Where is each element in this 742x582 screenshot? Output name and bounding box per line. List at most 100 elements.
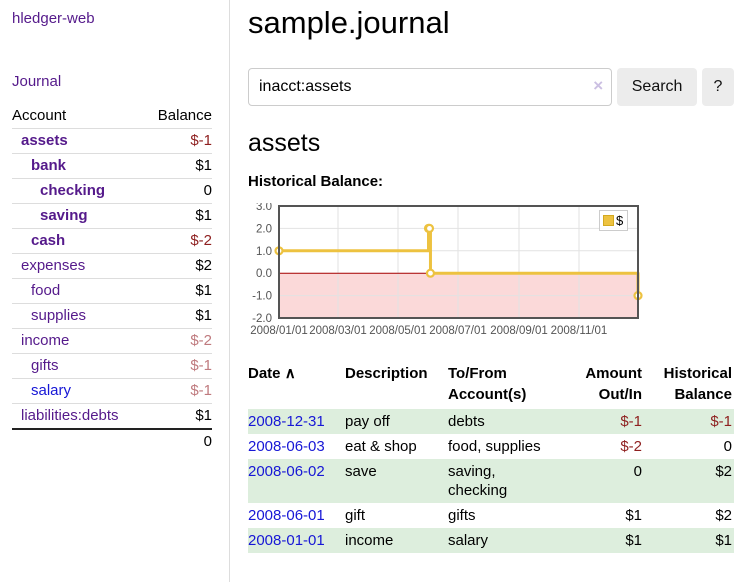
account-balance: $1	[144, 153, 212, 179]
account-balance: $2	[144, 253, 212, 279]
svg-text:2008/11/01: 2008/11/01	[551, 325, 608, 337]
account-link-food[interactable]: food	[31, 282, 61, 299]
account-balance: $-1	[144, 378, 212, 404]
register-row: 2008-06-03 eat & shop food, supplies $-2…	[248, 434, 734, 459]
account-heading: assets	[248, 129, 321, 157]
account-balance: $1	[144, 403, 212, 430]
account-link-cash[interactable]: cash	[31, 232, 66, 249]
transaction-balance: $2	[644, 459, 734, 503]
legend-label: $	[616, 213, 624, 228]
register-row: 2008-12-31 pay off debts $-1 $-1	[248, 409, 734, 434]
svg-text:1.0: 1.0	[256, 246, 272, 258]
accounts-header-row: Account Balance	[12, 104, 212, 129]
transaction-description: pay off	[345, 409, 448, 434]
register-col-description: Description	[345, 365, 428, 382]
help-button[interactable]: ?	[702, 68, 734, 106]
chart-canvas: 2008/01/01 2008/03/01 2008/05/01 2008/07/01…	[250, 203, 643, 337]
main-content: sample.journal × Search ? assets Histori…	[248, 0, 734, 553]
account-link-saving[interactable]: saving	[40, 207, 88, 224]
transaction-date-link[interactable]: 2008-12-31	[248, 413, 325, 430]
transaction-accounts: salary	[448, 528, 560, 553]
register-col-amount: Amount Out/In	[585, 365, 642, 403]
svg-text:3.0: 3.0	[256, 203, 272, 213]
svg-text:2008/01/01: 2008/01/01	[250, 325, 308, 337]
transaction-description: gift	[345, 507, 366, 524]
account-row: cash $-2	[12, 228, 212, 254]
transaction-description: save	[345, 459, 448, 503]
transaction-accounts: debts	[448, 409, 560, 434]
transaction-amount: $-1	[560, 409, 644, 434]
transaction-balance: $-1	[644, 409, 734, 434]
svg-text:2.0: 2.0	[256, 223, 272, 235]
register-col-accounts: To/From Account(s)	[448, 365, 527, 403]
account-balance: 0	[144, 178, 212, 204]
accounts-total-row: 0	[12, 428, 212, 454]
transaction-amount: $1	[625, 507, 642, 524]
series-swatch-icon	[603, 215, 614, 226]
transaction-amount: $-2	[620, 438, 642, 455]
svg-text:2008/05/01: 2008/05/01	[369, 325, 427, 337]
register-col-date[interactable]: Date ∧	[248, 363, 345, 409]
account-row: expenses $2	[12, 253, 212, 279]
svg-text:-1.0: -1.0	[252, 291, 272, 303]
account-row: salary $-1	[12, 378, 212, 404]
account-link-bank[interactable]: bank	[31, 157, 67, 174]
account-link-liabilities-debts[interactable]: liabilities:debts	[21, 407, 119, 424]
register-row: 2008-06-02 save saving, checking 0 $2	[248, 459, 734, 503]
account-link-expenses[interactable]: expenses	[21, 257, 86, 274]
sort-ascending-icon: ∧	[284, 365, 296, 382]
register-table: Date ∧ Description To/From Account(s) Am…	[248, 363, 734, 553]
account-row: saving $1	[12, 203, 212, 229]
transaction-description: income	[345, 528, 448, 553]
page-title: sample.journal	[248, 5, 450, 40]
transaction-date-link[interactable]: 2008-06-03	[248, 438, 325, 455]
account-balance: $-2	[144, 228, 212, 254]
transaction-balance: $1	[644, 528, 734, 553]
transaction-date-link[interactable]: 2008-06-01	[248, 507, 325, 524]
transaction-description: eat & shop	[345, 438, 417, 455]
svg-text:2008/07/01: 2008/07/01	[429, 325, 487, 337]
register-header-row: Date ∧ Description To/From Account(s) Am…	[248, 363, 734, 409]
account-row: checking 0	[12, 178, 212, 204]
historical-balance-chart: 2008/01/01 2008/03/01 2008/05/01 2008/07/01…	[248, 203, 734, 340]
account-balance: $-1	[144, 128, 212, 154]
svg-text:0.0: 0.0	[256, 268, 272, 280]
account-row: assets $-1	[12, 128, 212, 154]
account-balance: $1	[144, 203, 212, 229]
account-link-assets[interactable]: assets	[21, 132, 68, 149]
transaction-date-link[interactable]: 2008-06-02	[248, 463, 325, 480]
transaction-date-link[interactable]: 2008-01-01	[248, 532, 325, 549]
account-balance: $1	[144, 278, 212, 304]
account-row: liabilities:debts $1	[12, 403, 212, 430]
account-balance: $-2	[144, 328, 212, 354]
svg-text:-2.0: -2.0	[252, 313, 272, 325]
account-balance: $1	[144, 303, 212, 329]
clear-search-icon[interactable]: ×	[593, 76, 604, 95]
account-link-checking[interactable]: checking	[40, 182, 106, 199]
account-row: food $1	[12, 278, 212, 304]
search-input[interactable]	[248, 68, 613, 106]
sidebar-item-journal[interactable]: Journal	[12, 73, 62, 90]
account-link-gifts[interactable]: gifts	[31, 357, 59, 374]
accounts-col-account: Account	[12, 104, 145, 129]
accounts-table: Account Balance assets $-1 bank $1 check…	[12, 104, 212, 454]
svg-text:2008/09/01: 2008/09/01	[490, 325, 548, 337]
transaction-accounts: saving, checking	[448, 459, 560, 503]
transaction-amount: $1	[560, 528, 644, 553]
sidebar: hledger-web Journal Account Balance asse…	[0, 0, 230, 582]
accounts-col-balance: Balance	[144, 104, 212, 129]
chart-legend: $	[599, 210, 629, 231]
search-form: × Search ?	[248, 68, 734, 106]
register-col-date-label: Date	[248, 365, 281, 382]
svg-text:2008/03/01: 2008/03/01	[309, 325, 367, 337]
account-link-income[interactable]: income	[21, 332, 70, 349]
search-button[interactable]: Search	[617, 68, 698, 106]
account-link-salary[interactable]: salary	[31, 382, 72, 399]
account-link-supplies[interactable]: supplies	[31, 307, 87, 324]
transaction-balance: 0	[723, 438, 732, 455]
account-row: supplies $1	[12, 303, 212, 329]
transaction-balance: $2	[715, 507, 732, 524]
account-row: gifts $-1	[12, 353, 212, 379]
brand-link[interactable]: hledger-web	[12, 10, 95, 27]
register-row: 2008-01-01 income salary $1 $1	[248, 528, 734, 553]
